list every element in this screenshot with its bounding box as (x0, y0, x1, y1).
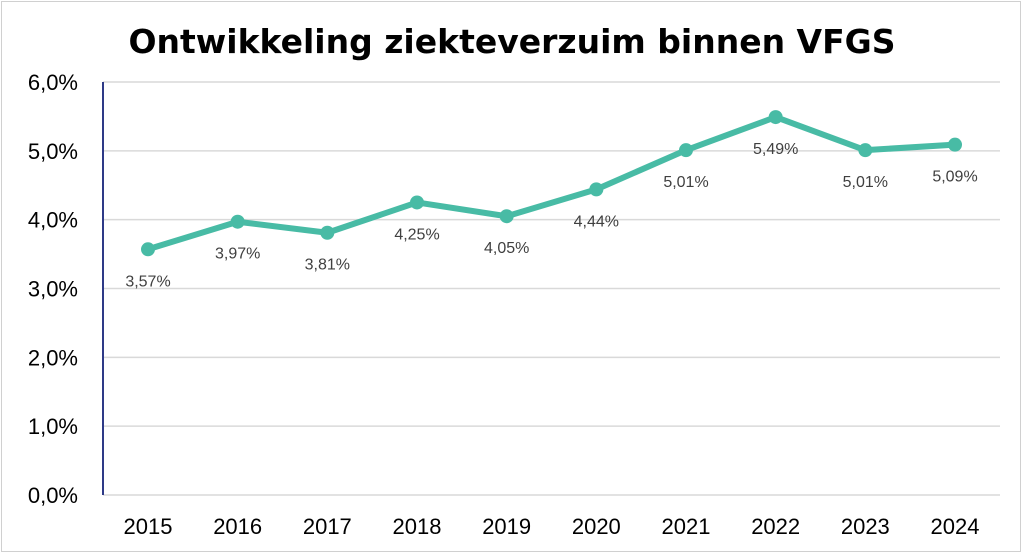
y-tick-label: 3,0% (28, 277, 78, 302)
data-point (410, 195, 424, 210)
x-tick-label: 2020 (572, 514, 621, 539)
data-point (679, 143, 693, 158)
data-label: 4,44% (574, 213, 619, 230)
x-tick-label: 2019 (482, 514, 531, 539)
series-line (147, 114, 956, 253)
data-point (230, 214, 245, 229)
data-label: 4,25% (394, 226, 439, 243)
x-tick-label: 2016 (213, 514, 262, 539)
data-label: 5,01% (843, 174, 888, 191)
data-point (499, 209, 514, 224)
data-label: 5,49% (753, 141, 798, 158)
data-point (858, 143, 873, 158)
y-tick-label: 1,0% (28, 414, 78, 439)
y-tick-label: 6,0% (28, 70, 78, 95)
chart-title: Ontwikkeling ziekteverzuim binnen VFGS (128, 22, 896, 61)
data-point (768, 110, 783, 125)
data-point (589, 182, 604, 197)
data-label: 4,05% (484, 240, 529, 257)
data-label: 5,01% (663, 174, 708, 191)
x-tick-label: 2017 (303, 514, 352, 539)
y-tick-label: 4,0% (28, 208, 78, 233)
data-point (141, 242, 155, 257)
data-point (320, 225, 335, 240)
x-tick-label: 2021 (662, 514, 711, 539)
x-tick-label: 2018 (393, 514, 442, 539)
y-tick-label: 2,0% (28, 345, 78, 370)
data-label: 5,09% (932, 169, 977, 186)
data-label: 3,57% (125, 273, 170, 290)
y-tick-label: 0,0% (28, 483, 78, 508)
x-tick-label: 2024 (931, 514, 980, 539)
data-point (948, 137, 962, 152)
x-tick-label: 2015 (124, 514, 173, 539)
data-label: 3,81% (305, 257, 350, 274)
data-label: 3,97% (215, 246, 260, 263)
y-tick-label: 5,0% (28, 139, 78, 164)
x-tick-label: 2023 (841, 514, 890, 539)
x-tick-label: 2022 (751, 514, 800, 539)
